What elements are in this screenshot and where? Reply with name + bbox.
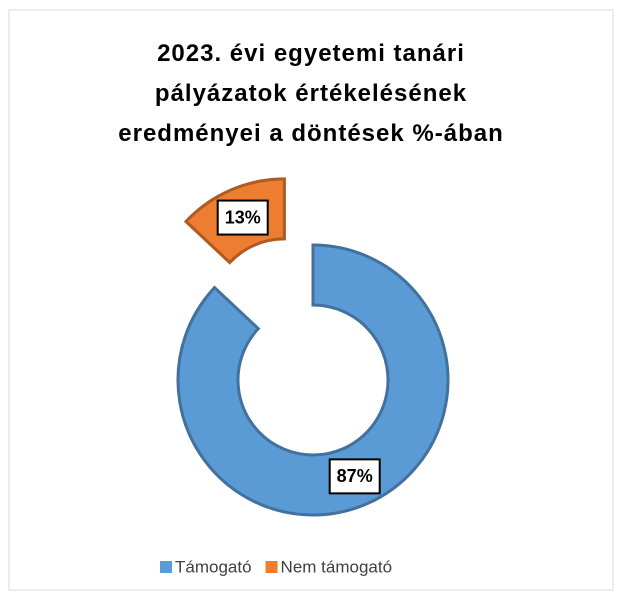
donut-slice (176, 243, 450, 517)
value-label-box (328, 458, 381, 495)
value-label: 87% (337, 466, 373, 486)
legend-label: Nem támogató (281, 557, 393, 576)
value-label-box (216, 199, 269, 236)
legend-swatch (160, 561, 172, 573)
legend-label: Támogató (175, 557, 252, 576)
legend-swatch (265, 561, 278, 573)
value-label: 13% (225, 207, 261, 227)
chart-title: 2023. évi egyetemi tanári pályázatok érté… (118, 40, 503, 147)
